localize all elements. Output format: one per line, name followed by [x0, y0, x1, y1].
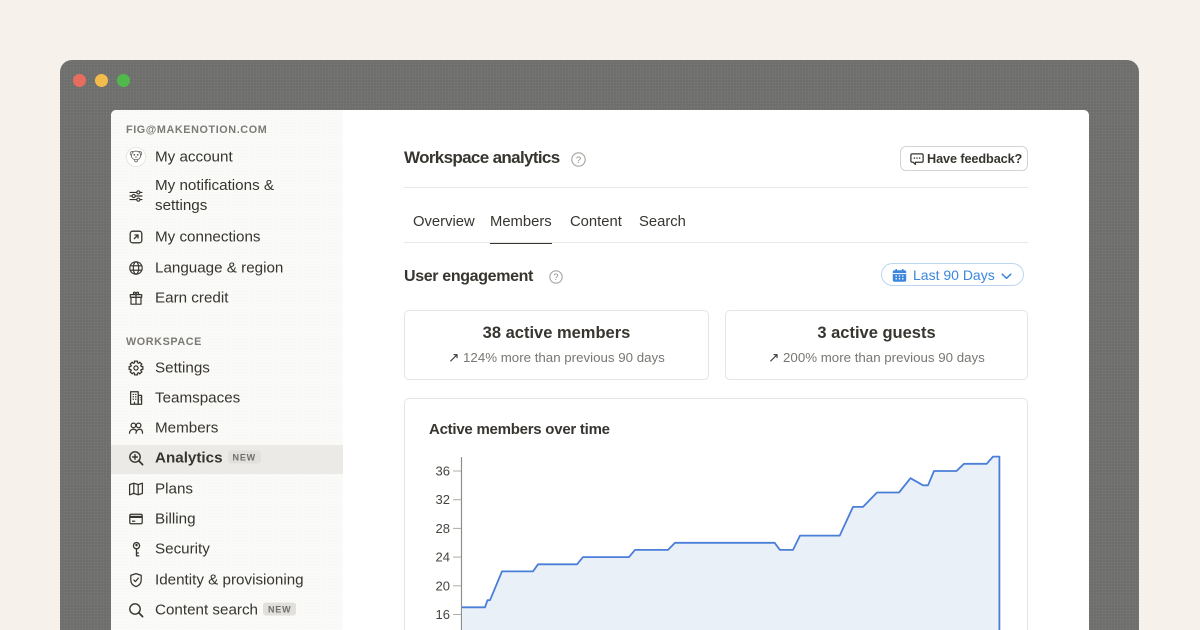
svg-text:24: 24	[436, 550, 450, 565]
svg-text:?: ?	[576, 155, 581, 166]
svg-text:32: 32	[436, 492, 450, 507]
svg-text:?: ?	[553, 272, 558, 282]
svg-text:16: 16	[436, 607, 450, 622]
svg-text:20: 20	[436, 578, 450, 593]
svg-text:36: 36	[436, 464, 450, 479]
svg-text:28: 28	[436, 521, 450, 536]
